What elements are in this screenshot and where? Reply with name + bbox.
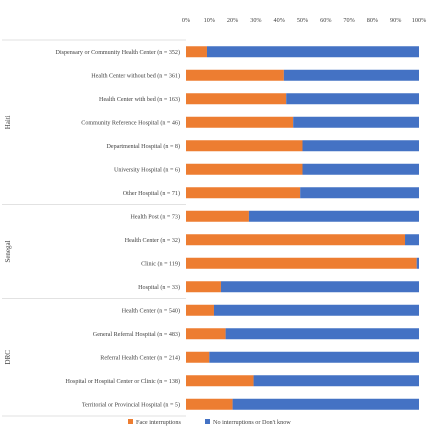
bar-segment-face-interruptions (186, 140, 303, 152)
bar-segment-face-interruptions (186, 234, 406, 246)
category-label: Territorial or Provincial Hospital (n = … (82, 401, 180, 408)
country-groups: Haiti Senegal DRC (2, 39, 186, 417)
bar-segment-face-interruptions (186, 328, 226, 340)
bar-segment-no-interruptions (206, 46, 419, 58)
x-tick-label: 0% (182, 17, 190, 24)
bar-segment-face-interruptions (186, 93, 287, 105)
bar-segment-face-interruptions (186, 351, 210, 363)
x-tick-label: 60% (320, 17, 331, 24)
x-tick-label: 80% (367, 17, 378, 24)
bar-segment-face-interruptions (186, 69, 284, 81)
bars: Dispensary or Community Health Center (n… (56, 46, 419, 410)
bar-segment-no-interruptions (286, 93, 419, 105)
bar-segment-face-interruptions (186, 398, 233, 410)
category-label: Health Center (n = 540) (122, 307, 180, 314)
group-label: Haiti (4, 115, 12, 129)
bar-segment-no-interruptions (220, 281, 419, 293)
category-label: Health Center without bed (n = 361) (91, 72, 180, 79)
x-tick-label: 70% (343, 17, 354, 24)
category-label: Hospital (n = 33) (138, 284, 180, 291)
category-label: Health Post (n = 73) (131, 213, 180, 220)
x-tick-label: 100% (412, 17, 426, 24)
category-label: Other Hospital (n = 71) (123, 190, 180, 197)
x-tick-label: 20% (227, 17, 238, 24)
x-tick-label: 30% (250, 17, 261, 24)
bar-segment-face-interruptions (186, 116, 294, 128)
bar-segment-no-interruptions (416, 257, 419, 269)
x-axis: 0% 10% 20% 30% 40% 50% 60% 70% 80% 90% 100% (182, 17, 426, 24)
bar-segment-no-interruptions (293, 116, 419, 128)
legend-label: Face interruptions (136, 419, 181, 426)
legend-label: No interruptions or Don't know (213, 419, 291, 426)
bar-segment-no-interruptions (209, 351, 419, 363)
category-label: Clinic (n = 119) (141, 260, 180, 267)
category-label: Health Center (n = 32) (125, 237, 180, 244)
group-label: DRC (4, 350, 12, 365)
bar-segment-no-interruptions (302, 140, 419, 152)
bar-segment-no-interruptions (405, 234, 419, 246)
legend: Face interruptions No interruptions or Do… (128, 419, 291, 426)
category-label: Health Center with bed (n = 163) (99, 96, 180, 103)
bar-segment-no-interruptions (300, 187, 419, 199)
bar-segment-no-interruptions (253, 375, 419, 387)
bar-segment-no-interruptions (302, 163, 419, 175)
x-tick-label: 10% (204, 17, 215, 24)
bar-segment-face-interruptions (186, 46, 207, 58)
group-label: Senegal (4, 240, 12, 262)
bar-segment-face-interruptions (186, 304, 214, 316)
x-tick-label: 50% (297, 17, 308, 24)
bar-segment-no-interruptions (213, 304, 419, 316)
legend-swatch (205, 419, 210, 424)
category-label: Community Reference Hospital (n = 46) (81, 119, 180, 126)
bar-segment-face-interruptions (186, 210, 249, 222)
x-tick-label: 90% (390, 17, 401, 24)
bar-segment-no-interruptions (225, 328, 419, 340)
bar-segment-face-interruptions (186, 187, 301, 199)
category-label: General Referral Hospital (n = 483) (93, 331, 180, 338)
bar-segment-face-interruptions (186, 375, 254, 387)
bar-segment-no-interruptions (232, 398, 419, 410)
bar-segment-no-interruptions (283, 69, 419, 81)
category-label: Referral Health Center (n = 214) (100, 354, 180, 361)
bar-segment-no-interruptions (248, 210, 419, 222)
bar-segment-face-interruptions (186, 257, 417, 269)
legend-item-face-interruptions: Face interruptions (128, 419, 181, 426)
legend-swatch (128, 419, 133, 424)
x-tick-label: 40% (274, 17, 285, 24)
bar-segment-face-interruptions (186, 281, 221, 293)
category-label: Departmental Hospital (n = 8) (107, 143, 181, 150)
bar-segment-face-interruptions (186, 163, 303, 175)
legend-item-no-interruptions: No interruptions or Don't know (205, 419, 291, 426)
category-label: Dispensary or Community Health Center (n… (56, 49, 180, 56)
category-label: Hospital or Hospital Center or Clinic (n… (66, 378, 180, 385)
category-label: University Hospital (n = 6) (114, 166, 180, 173)
